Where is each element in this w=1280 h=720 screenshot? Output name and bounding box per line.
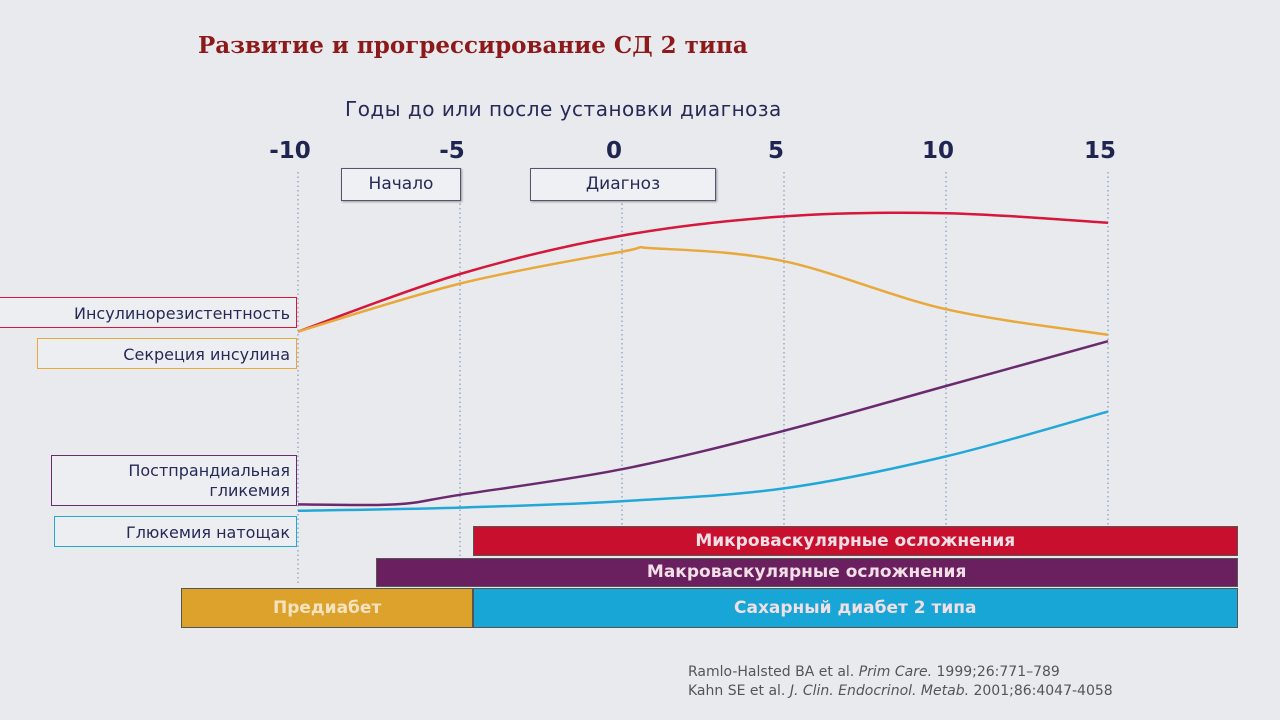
series-line-3 [297,410,1109,513]
x-tick-label: -5 [439,138,465,164]
x-axis-label: Годы до или после установки диагноза [345,97,782,121]
x-tick-label: 0 [606,138,622,164]
period-bar-3: Сахарный диабет 2 типа [472,588,1238,628]
series-line-2 [297,339,1109,507]
reference-2: Kahn SE et al. J. Clin. Endocrinol. Meta… [688,683,1113,699]
legend-insulin-resistance: Инсулинорезистентность [0,297,297,328]
series-line-1 [297,245,1109,337]
reference-1: Ramlo-Halsted BA et al. Prim Care. 1999;… [688,664,1060,680]
legend-postprandial-glycemia: Постпрандиальная гликемия [51,455,297,506]
x-tick-label: -10 [269,138,311,164]
period-bar-1: Макроваскулярные осложнения [375,558,1238,587]
event-onset: Начало [341,168,461,201]
series-line-0 [297,211,1109,333]
slide-title: Развитие и прогрессирование СД 2 типа [198,32,748,59]
x-tick-label: 5 [768,138,784,164]
legend-fasting-glucose: Глюкемия натощак [54,516,297,547]
x-tick-label: 10 [922,138,954,164]
period-bar-2: Предиабет [181,588,473,628]
x-tick-label: 15 [1084,138,1116,164]
event-diagnosis: Диагноз [530,168,716,201]
period-bar-0: Микроваскулярные осложнения [472,526,1238,556]
legend-insulin-secretion: Секреция инсулина [37,338,297,369]
